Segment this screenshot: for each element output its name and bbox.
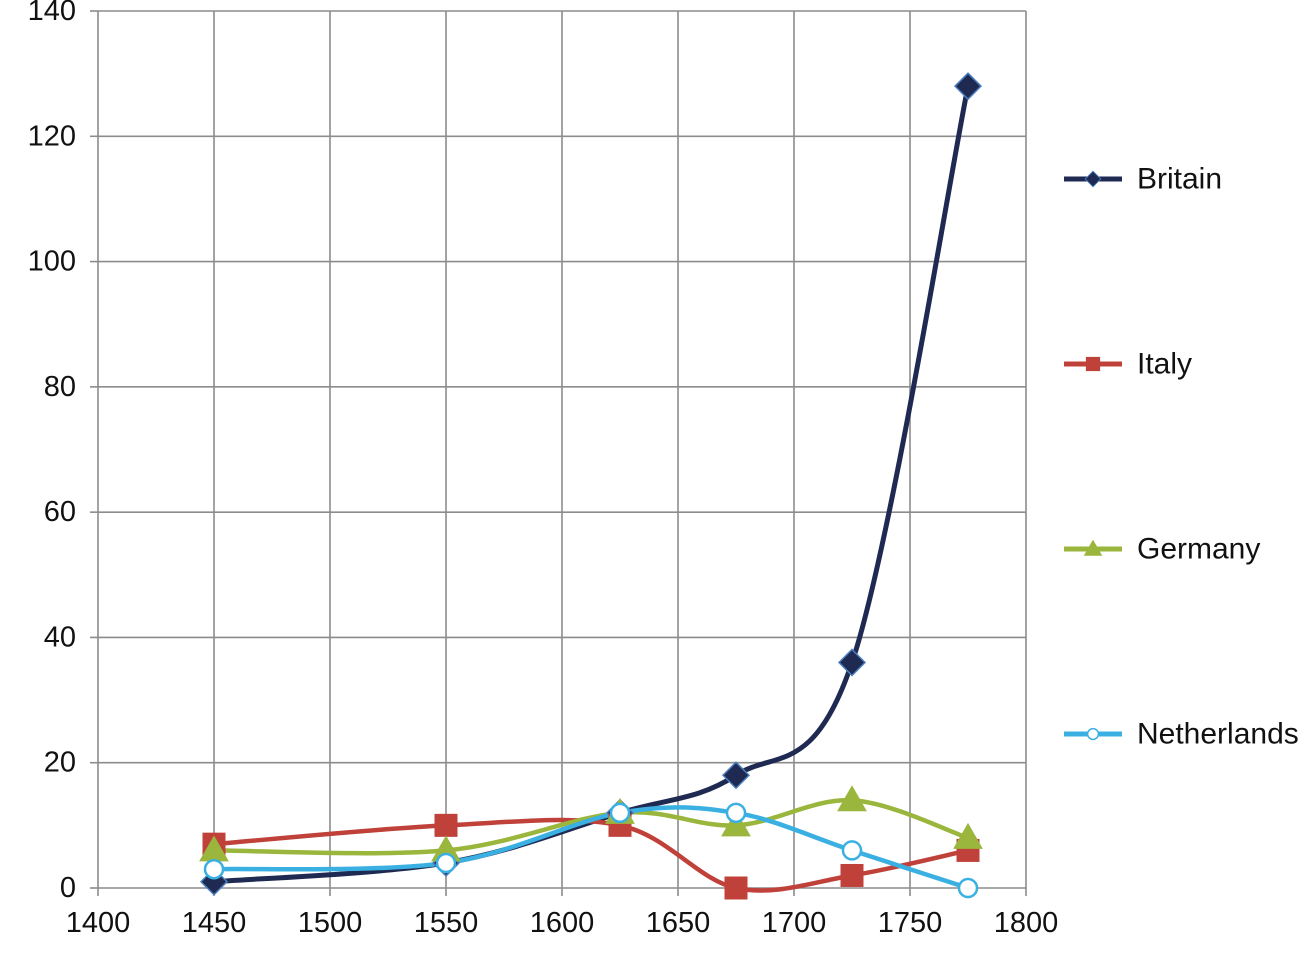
y-tick-label: 60 (44, 496, 76, 528)
netherlands-marker (203, 858, 225, 880)
y-tick-label: 20 (44, 747, 76, 779)
italy-marker (434, 813, 458, 837)
x-tick-label: 1600 (530, 907, 595, 939)
britain-marker (721, 761, 751, 790)
data-series (199, 72, 983, 900)
legend-item-netherlands: Netherlands (1064, 718, 1299, 751)
netherlands-marker (725, 802, 747, 824)
legend-item-italy: Italy (1064, 348, 1192, 381)
netherlands-marker (841, 840, 863, 861)
y-tick-label: 140 (28, 0, 76, 27)
germany-marker (721, 810, 751, 837)
y-tick-label: 0 (60, 872, 76, 904)
axis-tick-labels: 0 20 40 60 80 100 120 140 1400 1450 1500 1550 1600 16… (28, 0, 1059, 939)
netherlands-marker (435, 852, 457, 874)
germany-marker (953, 822, 983, 849)
italy-marker (840, 863, 864, 887)
germany-marker (837, 785, 867, 812)
legend-item-germany: Germany (1064, 533, 1260, 566)
x-tick-label: 1650 (646, 907, 711, 939)
y-tick-label: 100 (28, 246, 76, 278)
netherlands-marker (609, 802, 631, 824)
britain-marker-legend (1084, 170, 1102, 188)
y-tick-label: 120 (28, 120, 76, 152)
x-tick-label: 1450 (182, 907, 247, 939)
britain-markers (199, 72, 983, 896)
germany-marker-legend (1083, 539, 1103, 556)
legend-label: Germany (1137, 533, 1260, 566)
britain-marker (953, 72, 983, 101)
x-tick-label: 1550 (414, 907, 479, 939)
chart-legend: Britain Italy Germany Netherlands (1064, 163, 1299, 751)
italy-marker-legend (1085, 356, 1101, 372)
italy-marker (724, 876, 748, 900)
legend-label: Britain (1137, 163, 1222, 196)
y-tick-label: 40 (44, 621, 76, 653)
x-tick-label: 1500 (298, 907, 363, 939)
netherlands-marker-legend (1086, 727, 1100, 741)
x-tick-label: 1750 (878, 907, 943, 939)
x-tick-label: 1400 (66, 907, 131, 939)
netherlands-markers (203, 802, 979, 899)
x-tick-label: 1800 (994, 907, 1059, 939)
legend-item-britain: Britain (1064, 163, 1222, 196)
y-tick-label: 80 (44, 371, 76, 403)
netherlands-marker (957, 877, 979, 899)
italy-markers (202, 813, 980, 900)
britain-marker (837, 648, 867, 677)
x-tick-label: 1700 (762, 907, 827, 939)
legend-label: Netherlands (1137, 718, 1299, 751)
grid-lines (90, 10, 1027, 896)
legend-label: Italy (1137, 348, 1192, 381)
